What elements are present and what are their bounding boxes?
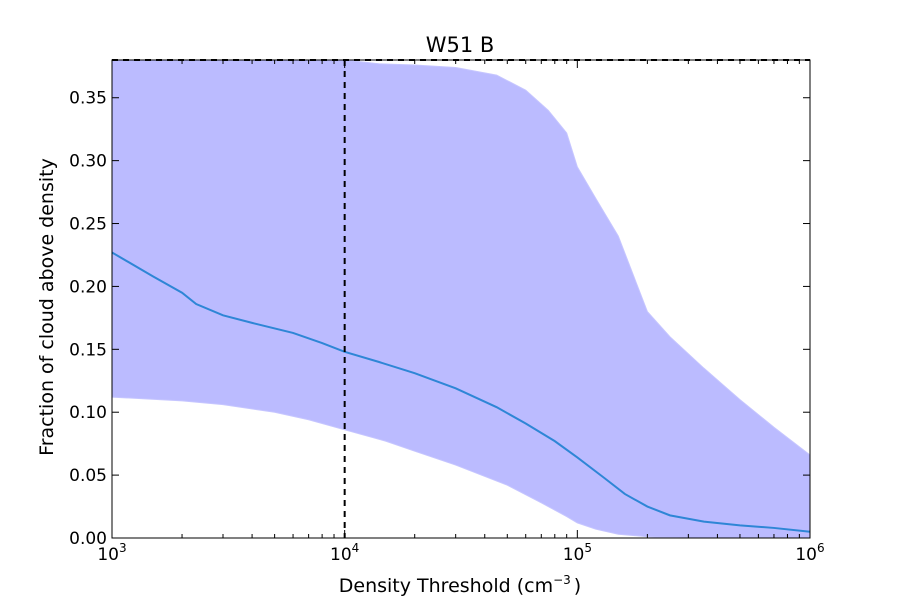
- y-tick-label: 0.15: [69, 340, 107, 360]
- x-tick-label: 104: [330, 541, 359, 565]
- y-tick-label: 0.35: [69, 89, 107, 109]
- x-axis-label-suffix: ): [574, 575, 581, 597]
- y-tick-label: 0.00: [69, 529, 107, 549]
- y-tick-label: 0.25: [69, 215, 107, 235]
- x-axis-label: Density Threshold (cm−3): [339, 573, 581, 597]
- x-tick-label-base: 10: [795, 545, 817, 565]
- y-axis-label: Fraction of cloud above density: [36, 158, 58, 456]
- x-tick-label: 106: [795, 541, 824, 565]
- x-tick-label-exponent: 4: [352, 541, 360, 555]
- x-tick-label-base: 10: [97, 545, 119, 565]
- series-line-median: [111, 251, 811, 533]
- y-tick-label: 0.30: [69, 152, 107, 172]
- x-tick-label-exponent: 5: [584, 541, 592, 555]
- chart-title: W51 B: [426, 33, 495, 57]
- y-tick-label: 0.10: [69, 403, 107, 423]
- x-axis-label-text: Density Threshold (cm: [339, 575, 553, 597]
- x-tick-label-base: 10: [330, 545, 352, 565]
- x-tick-label-exponent: 3: [119, 541, 127, 555]
- x-axis-label-exponent: −3: [553, 573, 571, 587]
- x-tick-label-base: 10: [563, 545, 585, 565]
- plot-frame: [111, 59, 811, 539]
- y-tick-label: 0.05: [69, 466, 107, 486]
- x-tick-label: 105: [563, 541, 592, 565]
- x-tick-label: 103: [97, 541, 126, 565]
- x-tick-label-exponent: 6: [817, 541, 825, 555]
- y-tick-label: 0.20: [69, 277, 107, 297]
